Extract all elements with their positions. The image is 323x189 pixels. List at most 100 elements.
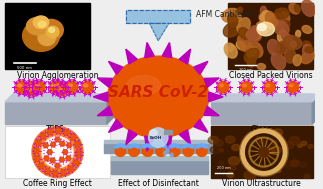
Ellipse shape	[150, 130, 157, 136]
Circle shape	[50, 81, 61, 93]
Ellipse shape	[262, 11, 276, 24]
Ellipse shape	[84, 84, 88, 87]
Ellipse shape	[157, 144, 161, 147]
Ellipse shape	[257, 64, 266, 70]
Polygon shape	[211, 102, 312, 124]
Polygon shape	[109, 119, 123, 132]
Circle shape	[34, 156, 40, 162]
Circle shape	[40, 133, 46, 139]
Ellipse shape	[176, 145, 180, 148]
Circle shape	[52, 170, 58, 176]
Text: Virion Ultrastructure: Virion Ultrastructure	[223, 179, 301, 188]
Ellipse shape	[231, 13, 241, 24]
Circle shape	[55, 137, 60, 142]
Polygon shape	[204, 78, 219, 88]
Ellipse shape	[266, 84, 270, 87]
Ellipse shape	[224, 43, 237, 58]
Ellipse shape	[271, 141, 277, 145]
Circle shape	[82, 81, 93, 93]
Ellipse shape	[35, 84, 39, 87]
Ellipse shape	[260, 6, 267, 15]
Ellipse shape	[186, 144, 190, 147]
Polygon shape	[179, 49, 191, 64]
Polygon shape	[162, 136, 172, 151]
Ellipse shape	[275, 41, 290, 54]
Ellipse shape	[236, 41, 246, 50]
Ellipse shape	[237, 18, 250, 33]
Polygon shape	[211, 94, 320, 102]
Circle shape	[36, 140, 41, 146]
Ellipse shape	[283, 36, 302, 50]
Ellipse shape	[243, 29, 262, 42]
Ellipse shape	[130, 144, 134, 147]
Ellipse shape	[52, 84, 56, 87]
Ellipse shape	[108, 56, 209, 138]
Ellipse shape	[163, 145, 167, 148]
Ellipse shape	[26, 17, 48, 35]
Ellipse shape	[284, 161, 295, 169]
Circle shape	[169, 146, 180, 156]
Ellipse shape	[225, 136, 235, 143]
Ellipse shape	[202, 144, 206, 147]
Circle shape	[59, 157, 64, 162]
Circle shape	[33, 81, 45, 93]
Circle shape	[51, 142, 56, 147]
Ellipse shape	[84, 84, 88, 87]
Text: Coffee Ring Effect: Coffee Ring Effect	[23, 179, 92, 188]
Ellipse shape	[275, 8, 289, 19]
Ellipse shape	[267, 39, 279, 55]
Ellipse shape	[260, 11, 271, 26]
Ellipse shape	[271, 53, 286, 70]
Ellipse shape	[215, 140, 223, 146]
Ellipse shape	[273, 13, 285, 30]
Text: EtOH: EtOH	[150, 136, 162, 139]
Text: Closed Packed Virions: Closed Packed Virions	[229, 71, 312, 80]
Polygon shape	[97, 106, 112, 116]
Ellipse shape	[289, 136, 300, 145]
Ellipse shape	[305, 47, 314, 53]
Ellipse shape	[122, 145, 126, 148]
Polygon shape	[150, 23, 169, 41]
Ellipse shape	[246, 141, 252, 146]
Circle shape	[129, 146, 139, 156]
Ellipse shape	[198, 144, 202, 147]
Ellipse shape	[302, 26, 312, 33]
Circle shape	[60, 170, 66, 175]
Ellipse shape	[222, 8, 240, 22]
Ellipse shape	[142, 145, 146, 148]
Bar	[111, 160, 208, 174]
Ellipse shape	[267, 19, 278, 29]
Ellipse shape	[144, 144, 148, 147]
Polygon shape	[312, 94, 320, 124]
Ellipse shape	[272, 146, 281, 153]
Ellipse shape	[149, 145, 153, 148]
Circle shape	[66, 81, 78, 93]
Polygon shape	[204, 106, 219, 116]
Ellipse shape	[169, 145, 173, 148]
Ellipse shape	[260, 12, 273, 22]
Ellipse shape	[38, 21, 46, 27]
Ellipse shape	[232, 144, 240, 151]
Ellipse shape	[223, 22, 241, 37]
Ellipse shape	[244, 48, 259, 63]
Ellipse shape	[281, 33, 290, 40]
Ellipse shape	[134, 144, 138, 147]
Circle shape	[50, 81, 61, 93]
Ellipse shape	[262, 27, 267, 33]
Bar	[228, 3, 313, 69]
Circle shape	[55, 81, 66, 93]
Ellipse shape	[28, 88, 32, 91]
Ellipse shape	[46, 26, 59, 38]
Ellipse shape	[68, 84, 72, 87]
Circle shape	[264, 81, 276, 93]
Circle shape	[50, 158, 55, 163]
Circle shape	[82, 81, 93, 93]
Circle shape	[45, 168, 50, 174]
Circle shape	[47, 129, 53, 135]
Circle shape	[67, 143, 72, 148]
Ellipse shape	[259, 140, 264, 144]
Ellipse shape	[128, 145, 132, 148]
Ellipse shape	[289, 3, 299, 14]
Circle shape	[66, 81, 78, 93]
Circle shape	[217, 81, 229, 93]
